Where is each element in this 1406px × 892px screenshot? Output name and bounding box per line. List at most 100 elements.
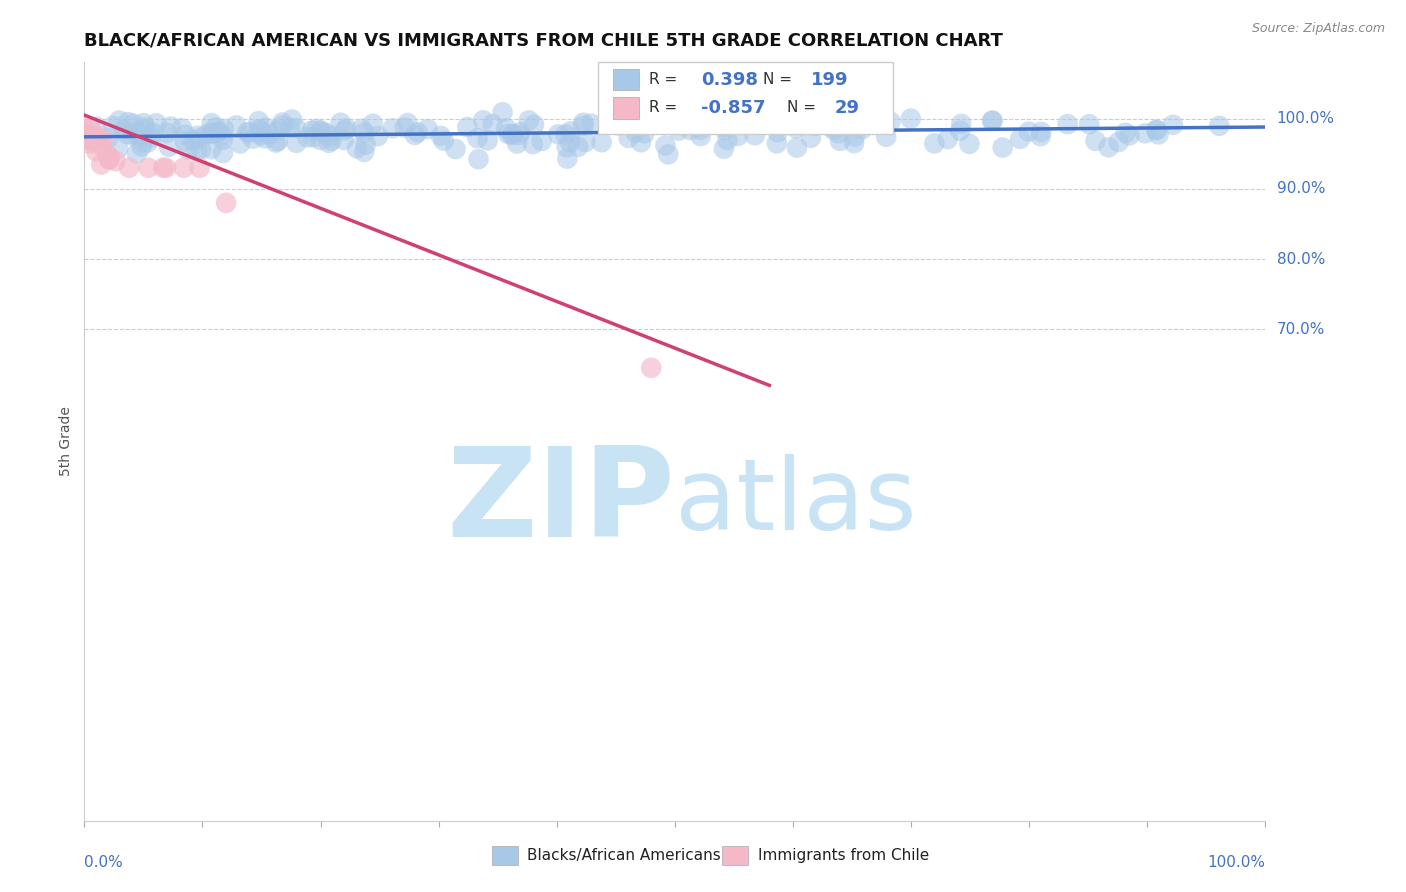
Point bbox=[522, 137, 544, 152]
Point bbox=[131, 129, 153, 144]
Point bbox=[195, 127, 218, 141]
Point bbox=[396, 116, 419, 130]
Point bbox=[112, 122, 135, 136]
Point bbox=[346, 141, 368, 155]
Point bbox=[444, 142, 467, 156]
Point bbox=[91, 132, 114, 146]
Point bbox=[321, 134, 343, 148]
Point bbox=[957, 136, 980, 151]
Point bbox=[738, 110, 761, 124]
Text: 80.0%: 80.0% bbox=[1277, 252, 1324, 267]
Text: Blacks/African Americans: Blacks/African Americans bbox=[527, 848, 721, 863]
Point bbox=[496, 127, 519, 141]
Text: 100.0%: 100.0% bbox=[1277, 112, 1334, 126]
Point bbox=[86, 131, 108, 145]
Point bbox=[1097, 140, 1119, 154]
Point bbox=[125, 127, 148, 141]
Point bbox=[229, 136, 252, 151]
Point bbox=[823, 123, 845, 137]
Text: N =: N = bbox=[763, 72, 793, 87]
Text: R =: R = bbox=[650, 72, 678, 87]
Point bbox=[766, 136, 789, 151]
Point bbox=[201, 127, 224, 141]
Point bbox=[315, 126, 337, 140]
Point bbox=[186, 144, 208, 158]
Point bbox=[640, 360, 662, 375]
Point bbox=[101, 119, 124, 133]
Point bbox=[685, 112, 707, 127]
Text: atlas: atlas bbox=[675, 454, 917, 550]
Point bbox=[879, 114, 901, 128]
Point bbox=[950, 117, 973, 131]
Point bbox=[404, 128, 426, 142]
Point bbox=[97, 131, 120, 145]
FancyBboxPatch shape bbox=[613, 97, 640, 119]
Text: N =: N = bbox=[787, 101, 815, 115]
Point bbox=[367, 129, 389, 144]
Point bbox=[200, 116, 222, 130]
Point bbox=[477, 133, 499, 147]
Point bbox=[851, 122, 873, 136]
Point bbox=[186, 128, 208, 143]
Point bbox=[318, 136, 340, 150]
Point bbox=[716, 133, 738, 147]
Point bbox=[654, 138, 676, 153]
Point bbox=[200, 126, 222, 140]
Point bbox=[236, 125, 259, 139]
Point bbox=[695, 115, 717, 129]
Point bbox=[1208, 119, 1230, 133]
Point bbox=[501, 128, 523, 143]
Point bbox=[506, 136, 529, 151]
Point bbox=[82, 131, 104, 145]
Point bbox=[77, 136, 100, 151]
Point bbox=[574, 135, 596, 149]
Point bbox=[75, 128, 97, 142]
Point bbox=[329, 116, 352, 130]
Point bbox=[152, 161, 174, 175]
Point bbox=[1135, 126, 1157, 140]
Point bbox=[1031, 125, 1053, 139]
Point bbox=[204, 120, 226, 135]
Point bbox=[517, 113, 540, 128]
Point bbox=[530, 134, 553, 148]
Point bbox=[806, 113, 828, 128]
Text: Source: ZipAtlas.com: Source: ZipAtlas.com bbox=[1251, 22, 1385, 36]
Point bbox=[679, 123, 702, 137]
Point bbox=[1161, 118, 1184, 132]
Point bbox=[215, 195, 238, 210]
Point bbox=[572, 119, 595, 133]
Point bbox=[689, 129, 711, 144]
Point bbox=[73, 121, 96, 136]
Point bbox=[205, 126, 228, 140]
Point bbox=[713, 120, 735, 134]
Point bbox=[572, 116, 595, 130]
Point bbox=[89, 137, 111, 152]
Point bbox=[96, 148, 118, 162]
Point bbox=[84, 120, 107, 134]
Point bbox=[125, 146, 148, 161]
Point bbox=[80, 121, 103, 136]
Point bbox=[491, 105, 513, 120]
Point bbox=[567, 140, 589, 154]
Point bbox=[170, 121, 193, 136]
Point bbox=[769, 117, 792, 131]
Point bbox=[104, 154, 127, 169]
Point bbox=[160, 120, 183, 134]
Point bbox=[211, 128, 233, 143]
Point bbox=[863, 116, 886, 130]
Point bbox=[495, 121, 517, 136]
Point bbox=[208, 125, 231, 139]
Point bbox=[900, 112, 922, 126]
Text: 70.0%: 70.0% bbox=[1277, 322, 1324, 336]
Point bbox=[1084, 134, 1107, 148]
Point bbox=[1115, 126, 1137, 140]
Point bbox=[800, 106, 823, 120]
Point bbox=[607, 119, 630, 133]
Point bbox=[624, 125, 647, 139]
Point bbox=[138, 161, 160, 175]
Point bbox=[332, 133, 354, 147]
Point bbox=[361, 117, 384, 131]
Point bbox=[508, 128, 530, 142]
Point bbox=[855, 111, 877, 125]
Point bbox=[481, 117, 503, 131]
